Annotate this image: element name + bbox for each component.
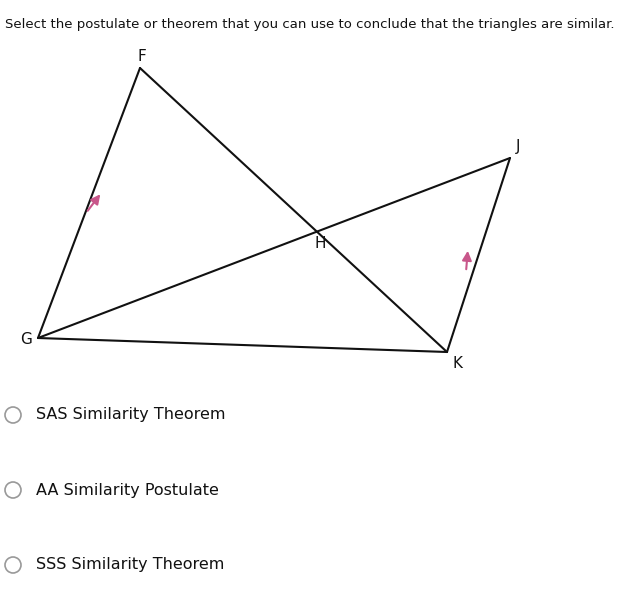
Text: G: G <box>20 333 32 348</box>
Text: F: F <box>138 49 147 64</box>
Text: SAS Similarity Theorem: SAS Similarity Theorem <box>36 407 226 423</box>
Text: AA Similarity Postulate: AA Similarity Postulate <box>36 482 219 497</box>
Text: H: H <box>315 236 326 250</box>
Text: J: J <box>516 139 521 154</box>
Text: K: K <box>453 356 463 371</box>
Text: SSS Similarity Theorem: SSS Similarity Theorem <box>36 558 225 572</box>
Text: Select the postulate or theorem that you can use to conclude that the triangles : Select the postulate or theorem that you… <box>5 18 615 31</box>
